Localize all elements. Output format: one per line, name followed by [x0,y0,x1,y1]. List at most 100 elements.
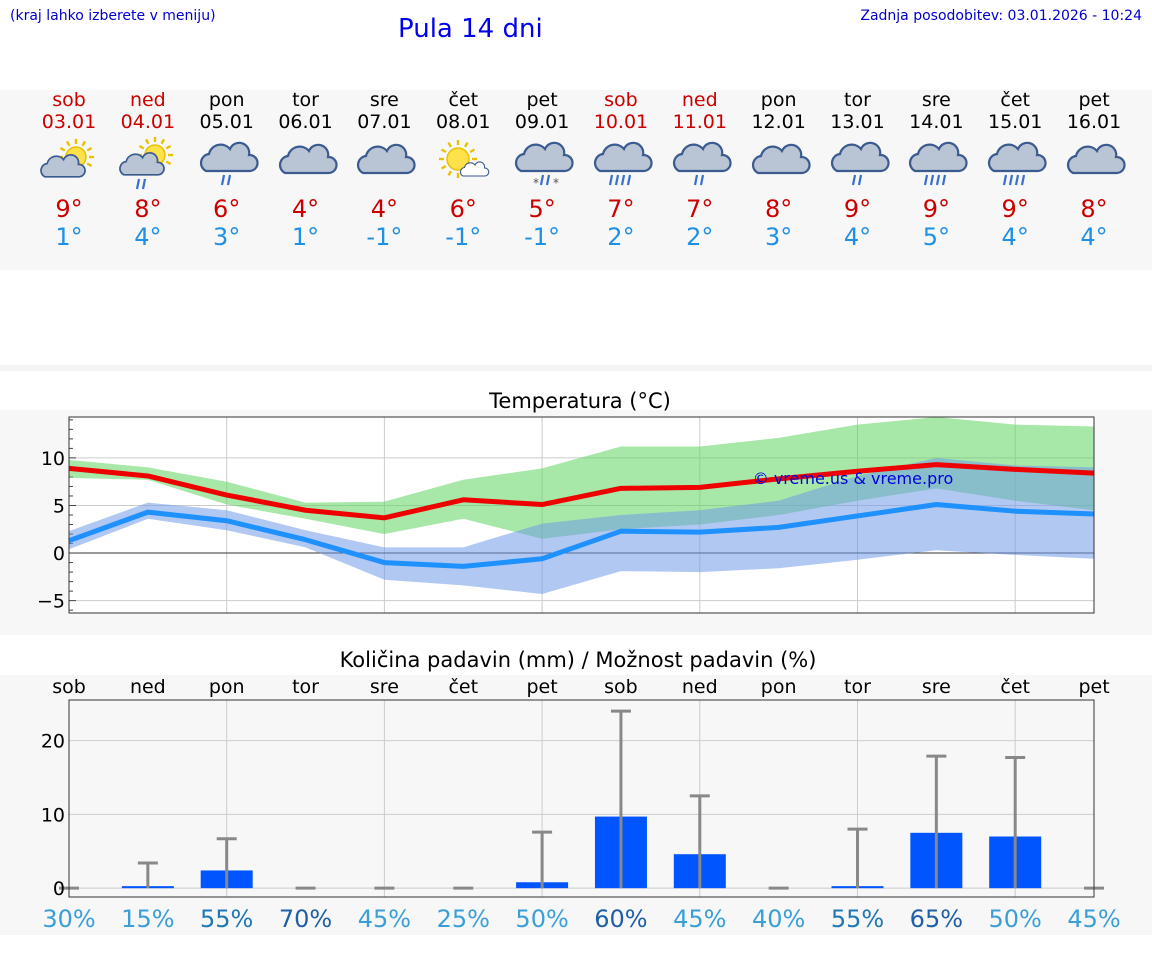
day-date: 16.01 [1066,111,1122,133]
day-weekday: ned [681,89,718,111]
cloud-heavy-rain-icon [593,141,653,186]
x-category-label: čet [1000,676,1030,698]
precip-probability: 45% [358,905,411,933]
day-weekday: sre [369,89,399,111]
precip-probability: 45% [1067,905,1120,933]
weather-icon [108,137,188,195]
precip-probability: 55% [831,905,884,933]
day-max-temp: 9° [843,195,872,223]
svg-text:*: * [553,176,559,190]
forecast-day: sre 14.01 9° 5° [896,89,976,251]
x-category-label: sre [370,676,399,698]
precip-probability: 55% [200,905,253,933]
forecast-day: ned 11.01 7° 2° [660,89,740,251]
day-weekday: čet [1000,89,1030,111]
day-weekday: sob [604,89,638,111]
day-date: 04.01 [120,111,176,133]
day-min-temp: 4° [843,223,872,251]
forecast-day: tor 13.01 9° 4° [818,89,898,251]
day-weekday: pon [208,89,245,111]
day-max-temp: 8° [1080,195,1108,223]
weather-icon [423,137,503,195]
x-category-label: sob [604,676,638,698]
forecast-day: pet 16.01 8° 4° [1054,89,1134,251]
day-min-temp: 1° [291,223,320,251]
forecast-day: sre 07.01 4° -1° [344,89,424,251]
weather-icon [344,137,424,195]
day-date: 03.01 [41,111,97,133]
precip-probability: 15% [121,905,174,933]
day-date: 08.01 [436,111,491,133]
page-title: Pula 14 dni [398,14,543,44]
max-temp-line [68,462,1095,521]
day-max-temp: 9° [55,195,83,223]
day-min-temp: 2° [686,223,714,251]
forecast-day: ned 04.01 8° 4° [108,89,188,251]
x-category-label: tor [844,676,871,698]
weather-icon [187,137,267,195]
min-range-band [69,457,1095,594]
weather-icon [660,137,740,195]
day-min-temp: 4° [1001,223,1029,251]
cloud-rain-icon [830,141,890,186]
day-date: 10.01 [593,111,649,133]
forecast-day: pet 09.01 * * 5° -1° [502,89,582,251]
day-min-temp: 5° [922,223,950,251]
precip-probability: 70% [279,905,332,933]
cloud-icon [751,143,811,175]
day-date: 14.01 [909,111,964,133]
x-category-label: pon [209,676,245,698]
precip-probability: 25% [437,905,490,933]
day-date: 09.01 [514,111,570,133]
precip-probability: 50% [515,905,568,933]
y-tick-label: 0 [53,543,65,565]
day-max-temp: 7° [607,195,635,223]
day-max-temp: 9° [922,195,950,223]
cloud-rain-icon [672,141,732,186]
weather-icon [29,137,109,195]
weather-icon [739,137,819,195]
cloud-heavy-rain-icon [988,141,1047,186]
day-max-temp: 6° [213,195,241,223]
cloud-icon [278,143,338,175]
day-min-temp: -1° [445,223,482,251]
day-date: 06.01 [278,111,333,133]
weather-icon [1054,137,1134,195]
x-category-label: sre [922,676,951,698]
day-date: 12.01 [751,111,806,133]
day-min-temp: 2° [607,223,635,251]
forecast-day: čet 15.01 9° 4° [975,89,1055,251]
day-weekday: pon [760,89,797,111]
y-tick-label: −5 [37,591,65,613]
day-weekday: čet [448,89,479,111]
x-category-label: sob [52,676,86,698]
day-weekday: ned [129,89,166,111]
day-weekday: tor [844,89,871,111]
temperature-chart-title: Temperatura (°C) [488,389,671,413]
day-max-temp: 4° [370,195,399,223]
y-tick-label: 10 [41,448,65,470]
max-range-band [69,417,1095,539]
svg-text:*: * [533,176,539,190]
forecast-day: pon 05.01 6° 3° [187,89,267,251]
y-tick-label: 20 [41,731,65,753]
cloud-icon [357,143,416,175]
last-updated: Zadnja posodobitev: 03.01.2026 - 10:24 [860,8,1142,24]
day-weekday: pet [1078,89,1110,111]
sun-small-cloud-icon [439,140,490,178]
forecast-day: sob 03.01 9° 1° [29,89,109,251]
x-category-label: ned [130,676,166,698]
day-min-temp: 3° [213,223,241,251]
weather-icon [896,137,976,195]
day-weekday: sre [921,89,951,111]
precip-probability: 40% [752,905,805,933]
day-weekday: sob [52,89,86,111]
temperature-plot-frame [68,416,1095,614]
min-temp-line [68,502,1095,569]
day-max-temp: 9° [1001,195,1029,223]
precip-probability: 65% [910,905,963,933]
x-category-label: čet [448,676,478,698]
precipitation-plot-frame [68,699,1095,898]
day-max-temp: 4° [291,195,320,223]
day-min-temp: -1° [366,223,403,251]
